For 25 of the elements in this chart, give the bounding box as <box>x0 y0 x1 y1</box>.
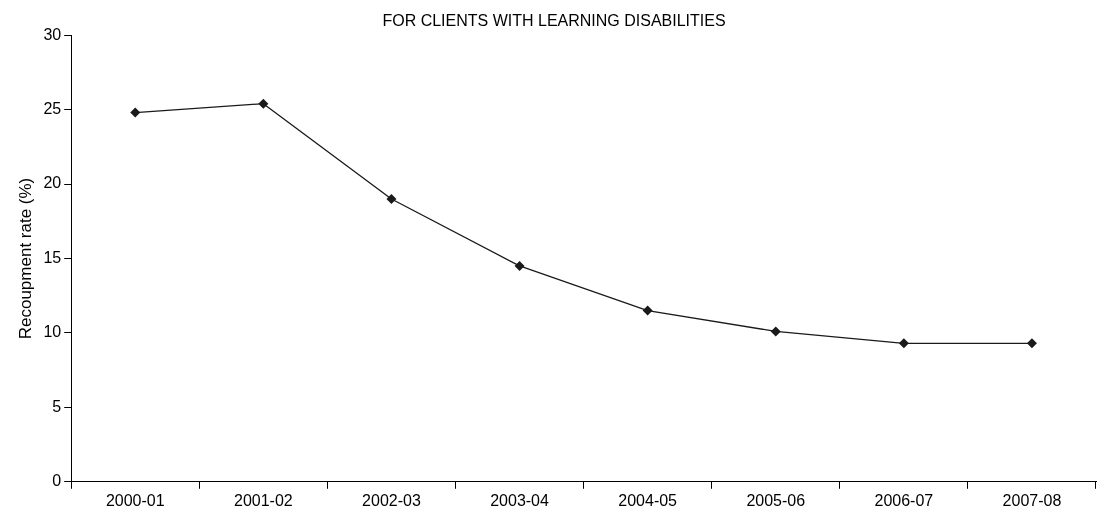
x-tick-label: 2000-01 <box>105 491 165 509</box>
y-tick-label: 10 <box>43 323 62 341</box>
point <box>770 326 781 337</box>
point <box>386 193 397 204</box>
y-tick-label: 5 <box>52 397 62 415</box>
point <box>258 98 269 109</box>
x-tick-label: 2005-06 <box>746 491 806 509</box>
y-tick-label: 20 <box>43 174 62 192</box>
point <box>1026 338 1037 349</box>
x-tick-label: 2006-07 <box>874 491 934 509</box>
point <box>898 338 909 349</box>
y-tick-label: 15 <box>43 248 62 266</box>
x-tick-label: 2004-05 <box>618 491 678 509</box>
x-tick-label: 2002-03 <box>362 491 421 509</box>
point <box>130 107 141 118</box>
y-tick-label: 30 <box>43 25 62 43</box>
x-tick-label: 2001-02 <box>233 491 293 509</box>
y-axis-title: Recoupment rate (%) <box>15 177 35 340</box>
x-tick-label: 2003-04 <box>490 491 550 509</box>
y-tick-label: 0 <box>52 472 62 490</box>
chart-title: FOR CLIENTS WITH LEARNING DISABILITIES <box>382 12 726 30</box>
point <box>642 305 653 316</box>
point <box>514 260 525 271</box>
x-tick-label: 2007-08 <box>1002 491 1062 509</box>
y-tick-label: 25 <box>43 100 62 118</box>
